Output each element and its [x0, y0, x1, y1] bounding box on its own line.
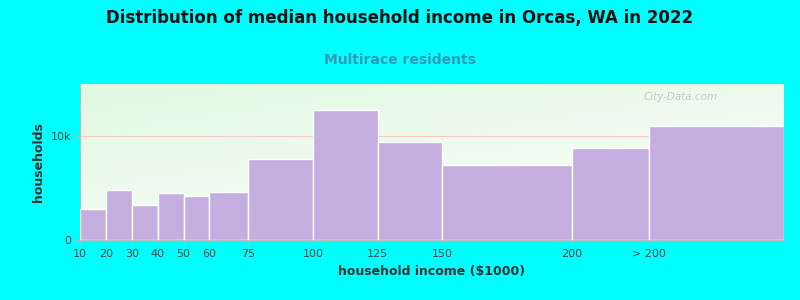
Bar	[378, 142, 442, 240]
Bar	[132, 205, 158, 240]
Bar	[442, 165, 572, 240]
Y-axis label: households: households	[32, 122, 45, 202]
Text: Distribution of median household income in Orcas, WA in 2022: Distribution of median household income …	[106, 9, 694, 27]
X-axis label: household income ($1000): household income ($1000)	[338, 265, 526, 278]
Bar	[313, 110, 378, 240]
Text: Multirace residents: Multirace residents	[324, 52, 476, 67]
Bar	[80, 209, 106, 240]
Text: City-Data.com: City-Data.com	[643, 92, 718, 102]
Bar	[210, 192, 248, 240]
Bar	[158, 193, 183, 240]
Bar	[106, 190, 132, 240]
Bar	[650, 126, 784, 240]
Bar	[572, 148, 650, 240]
Bar	[183, 196, 210, 240]
Bar	[248, 159, 313, 240]
